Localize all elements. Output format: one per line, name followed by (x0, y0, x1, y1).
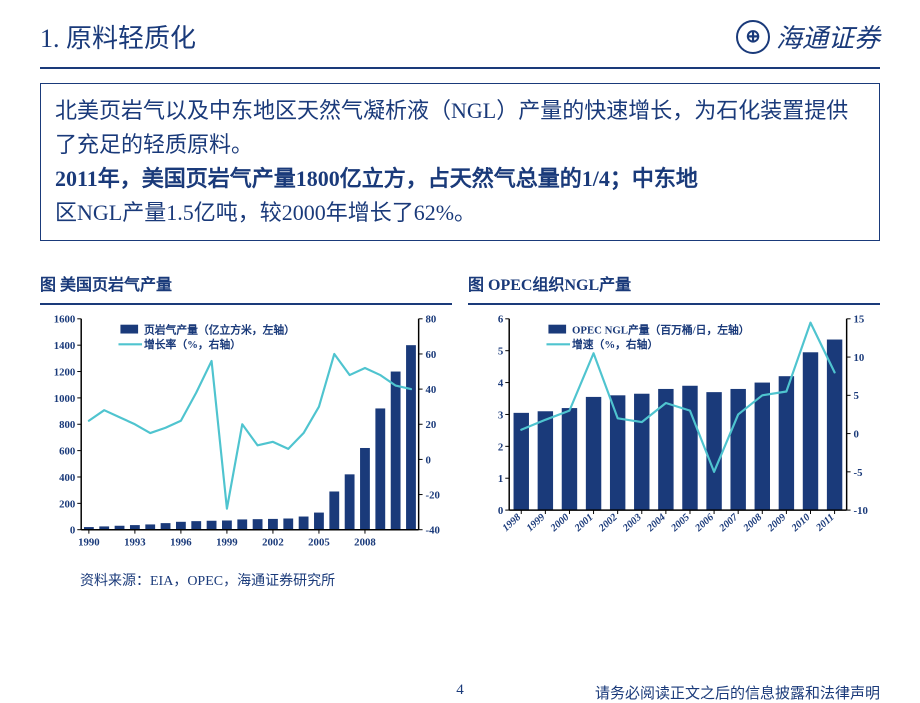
svg-text:2010: 2010 (789, 512, 812, 535)
svg-text:400: 400 (59, 472, 75, 484)
svg-text:2: 2 (498, 441, 503, 453)
svg-text:-20: -20 (426, 489, 440, 501)
svg-text:15: 15 (854, 314, 865, 326)
svg-text:2005: 2005 (669, 512, 692, 535)
svg-text:2008: 2008 (354, 536, 376, 548)
svg-text:0: 0 (854, 428, 859, 440)
svg-text:5: 5 (498, 345, 503, 357)
chart-opec-ngl: 图 OPEC组织NGL产量 0 1 2 3 4 5 6 -10 -5 0 5 10 15 19981999… (468, 271, 880, 564)
svg-text:1996: 1996 (170, 536, 192, 548)
section-title: 1. 原料轻质化 (40, 18, 196, 55)
svg-text:40: 40 (426, 384, 437, 396)
svg-text:2005: 2005 (308, 536, 330, 548)
svg-text:-40: -40 (426, 525, 440, 537)
svg-text:2002: 2002 (596, 512, 619, 535)
content-box: 北美页岩气以及中东地区天然气凝析液（NGL）产量的快速增长，为石化装置提供了充足… (40, 83, 880, 241)
svg-text:1400: 1400 (54, 340, 76, 352)
svg-text:1: 1 (498, 473, 503, 485)
content-line2-bold: 2011年，美国页岩气产量1800亿立方，占天然气总量的1/4；中东地 (55, 166, 698, 191)
svg-text:2011: 2011 (814, 512, 837, 534)
svg-text:2000: 2000 (548, 512, 571, 535)
page-number: 4 (456, 682, 464, 699)
svg-text:2008: 2008 (741, 512, 764, 535)
content-line1: 北美页岩气以及中东地区天然气凝析液（NGL）产量的快速增长，为石化装置提供了充足… (55, 94, 865, 162)
svg-text:600: 600 (59, 445, 75, 457)
svg-text:1999: 1999 (525, 512, 548, 534)
chart2-divider (468, 303, 880, 305)
svg-text:OPEC NGL产量（百万桶/日，左轴）: OPEC NGL产量（百万桶/日，左轴） (572, 323, 750, 336)
svg-text:增长率（%，右轴）: 增长率（%，右轴） (144, 338, 241, 351)
svg-text:20: 20 (426, 419, 437, 431)
svg-text:800: 800 (59, 419, 75, 431)
company-logo: ⊕ 海通证券 (736, 18, 880, 55)
chart-us-shale: 图 美国页岩气产量 02004006008001000120014001600-… (40, 271, 452, 564)
svg-text:增速（%，右轴）: 增速（%，右轴） (572, 338, 658, 351)
svg-text:2009: 2009 (765, 512, 788, 535)
svg-text:-5: -5 (854, 467, 863, 479)
svg-text:2007: 2007 (717, 511, 741, 534)
chart1-divider (40, 303, 452, 305)
svg-text:6: 6 (498, 314, 504, 326)
svg-text:-10: -10 (854, 505, 868, 517)
svg-text:200: 200 (59, 498, 75, 510)
chart1-title: 图 美国页岩气产量 (40, 271, 452, 295)
svg-text:1993: 1993 (124, 536, 146, 548)
disclaimer: 请务必阅读正文之后的信息披露和法律声明 (595, 682, 880, 703)
svg-text:2004: 2004 (644, 512, 667, 535)
svg-text:1999: 1999 (216, 536, 238, 548)
chart2-title: 图 OPEC组织NGL产量 (468, 271, 880, 295)
source-text: 资料来源：EIA，OPEC，海通证券研究所 (0, 564, 920, 590)
svg-text:1998: 1998 (501, 512, 524, 534)
svg-text:1600: 1600 (54, 314, 76, 326)
svg-text:1200: 1200 (54, 366, 76, 378)
chart2-svg: 0123456-10-50510151998199920002001200220… (468, 309, 880, 559)
svg-text:10: 10 (854, 352, 865, 364)
svg-text:60: 60 (426, 349, 437, 361)
logo-icon: ⊕ (736, 20, 770, 54)
content-line2b: 区NGL产量1.5亿吨，较2000年增长了62%。 (55, 196, 865, 230)
svg-text:2006: 2006 (693, 511, 717, 534)
logo-text: 海通证券 (776, 18, 880, 55)
svg-text:1990: 1990 (78, 536, 100, 548)
header-divider (40, 67, 880, 69)
svg-text:2003: 2003 (620, 512, 643, 535)
svg-text:0: 0 (70, 525, 75, 537)
svg-text:5: 5 (854, 390, 859, 402)
svg-text:2001: 2001 (572, 512, 595, 535)
svg-text:0: 0 (426, 454, 431, 466)
svg-text:3: 3 (498, 409, 504, 421)
svg-text:80: 80 (426, 314, 437, 326)
svg-text:页岩气产量（亿立方米，左轴）: 页岩气产量（亿立方米，左轴） (144, 323, 295, 336)
svg-text:4: 4 (498, 377, 504, 389)
svg-text:2002: 2002 (262, 536, 284, 548)
svg-text:0: 0 (498, 505, 503, 517)
chart1-svg: 0 200 400 600 800 1000 1200 1400 1600 -40 -20 0 20 40… (40, 309, 452, 559)
svg-text:1000: 1000 (54, 393, 76, 405)
